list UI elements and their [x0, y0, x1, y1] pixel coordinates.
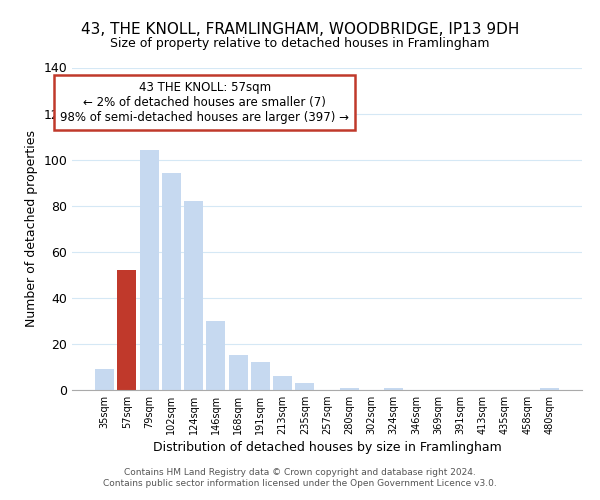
Bar [184, 201, 203, 390]
Bar [229, 356, 248, 390]
Bar [273, 376, 292, 390]
Y-axis label: Number of detached properties: Number of detached properties [25, 130, 38, 327]
Bar [140, 150, 158, 390]
Bar [251, 362, 270, 390]
Bar [540, 388, 559, 390]
Text: Contains HM Land Registry data © Crown copyright and database right 2024.
Contai: Contains HM Land Registry data © Crown c… [103, 468, 497, 487]
Bar [95, 370, 114, 390]
Bar [340, 388, 359, 390]
X-axis label: Distribution of detached houses by size in Framlingham: Distribution of detached houses by size … [152, 442, 502, 454]
Text: 43, THE KNOLL, FRAMLINGHAM, WOODBRIDGE, IP13 9DH: 43, THE KNOLL, FRAMLINGHAM, WOODBRIDGE, … [81, 22, 519, 38]
Bar [295, 383, 314, 390]
Text: 43 THE KNOLL: 57sqm
← 2% of detached houses are smaller (7)
98% of semi-detached: 43 THE KNOLL: 57sqm ← 2% of detached hou… [60, 82, 349, 124]
Text: Size of property relative to detached houses in Framlingham: Size of property relative to detached ho… [110, 38, 490, 51]
Bar [118, 270, 136, 390]
Bar [162, 174, 181, 390]
Bar [384, 388, 403, 390]
Bar [206, 321, 225, 390]
